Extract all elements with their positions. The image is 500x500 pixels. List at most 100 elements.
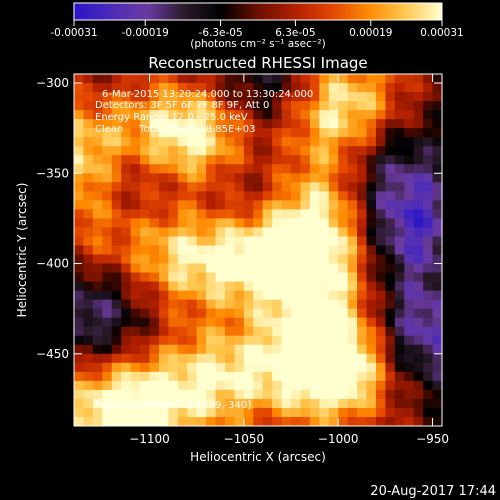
heatmap-cell bbox=[281, 335, 292, 346]
heatmap-cell bbox=[375, 407, 386, 418]
heatmap-cell bbox=[394, 173, 405, 183]
heatmap-cell bbox=[83, 407, 94, 418]
heatmap-cell bbox=[432, 146, 442, 156]
heatmap-cell bbox=[74, 380, 85, 391]
heatmap-cell bbox=[177, 146, 188, 156]
heatmap-cell bbox=[423, 128, 434, 138]
heatmap-cell bbox=[149, 146, 160, 156]
heatmap-cell bbox=[196, 317, 207, 328]
heatmap-cell bbox=[385, 344, 396, 355]
heatmap-cell bbox=[215, 416, 226, 426]
heatmap-cell bbox=[74, 344, 85, 355]
heatmap-cell bbox=[130, 281, 141, 292]
heatmap-cell bbox=[111, 164, 122, 174]
heatmap-cell bbox=[272, 308, 283, 319]
heatmap-cell bbox=[423, 362, 434, 373]
heatmap-cell bbox=[177, 83, 188, 93]
heatmap-cell bbox=[291, 254, 302, 265]
heatmap-cell bbox=[281, 110, 292, 120]
heatmap-cell bbox=[385, 299, 396, 310]
heatmap-cell bbox=[83, 416, 94, 426]
heatmap-cell bbox=[375, 128, 386, 138]
heatmap-cell bbox=[385, 110, 396, 120]
heatmap-cell bbox=[234, 317, 245, 328]
heatmap-cell bbox=[243, 191, 254, 201]
heatmap-cell bbox=[140, 308, 151, 319]
heatmap-cell bbox=[206, 254, 217, 265]
heatmap-cell bbox=[187, 92, 198, 102]
heatmap-cell bbox=[92, 209, 103, 220]
heatmap-cell bbox=[224, 209, 236, 220]
heatmap-cell bbox=[196, 371, 207, 382]
heatmap-cell bbox=[423, 299, 434, 310]
heatmap-cell bbox=[347, 344, 358, 355]
heatmap-cell bbox=[187, 335, 198, 346]
heatmap-cell bbox=[92, 299, 103, 310]
heatmap-cell bbox=[291, 398, 302, 409]
heatmap-cell bbox=[74, 362, 85, 373]
heatmap-cell bbox=[338, 371, 349, 382]
heatmap-cell bbox=[272, 218, 283, 229]
heatmap-cell bbox=[102, 182, 113, 192]
heatmap-cell bbox=[130, 371, 141, 382]
heatmap-cell bbox=[111, 299, 122, 310]
heatmap-cell bbox=[413, 83, 424, 93]
heatmap-cell bbox=[224, 380, 236, 391]
heatmap-cell bbox=[357, 416, 368, 426]
heatmap-cell bbox=[262, 209, 273, 220]
heatmap-cell bbox=[328, 191, 339, 201]
heatmap-cell bbox=[206, 272, 217, 283]
heatmap-cell bbox=[347, 380, 358, 391]
heatmap-cell bbox=[347, 398, 358, 409]
heatmap-cell bbox=[196, 191, 207, 201]
heatmap-cell bbox=[158, 110, 169, 120]
heatmap-cell bbox=[206, 137, 217, 147]
heatmap-cell bbox=[253, 344, 264, 355]
observation-annotation: 6-Mar-2015 13:20:24.000 to 13:30:24.000 … bbox=[95, 89, 313, 135]
heatmap-cell bbox=[300, 191, 311, 201]
heatmap-cell bbox=[243, 137, 254, 147]
heatmap-cell bbox=[92, 362, 103, 373]
heatmap-cell bbox=[281, 155, 292, 165]
heatmap-cell bbox=[423, 353, 434, 364]
heatmap-cell bbox=[140, 164, 151, 174]
heatmap-cell bbox=[281, 344, 292, 355]
heatmap-cell bbox=[234, 245, 245, 256]
heatmap-cell bbox=[394, 236, 405, 247]
heatmap-cell bbox=[243, 155, 254, 165]
heatmap-cell bbox=[328, 182, 339, 192]
heatmap-cell bbox=[206, 182, 217, 192]
heatmap-cell bbox=[130, 128, 141, 138]
heatmap-cell bbox=[404, 254, 415, 265]
heatmap-cell bbox=[234, 380, 245, 391]
heatmap-cell bbox=[281, 353, 292, 364]
heatmap-cell bbox=[262, 371, 273, 382]
heatmap-cell bbox=[206, 344, 217, 355]
heatmap-cell bbox=[243, 182, 254, 192]
heatmap-cell bbox=[262, 119, 273, 129]
heatmap-cell bbox=[281, 398, 292, 409]
heatmap-cell bbox=[158, 389, 169, 400]
heatmap-cell bbox=[234, 155, 245, 165]
heatmap-cell bbox=[196, 344, 207, 355]
heatmap-cell bbox=[262, 227, 273, 238]
heatmap-cell bbox=[272, 137, 283, 147]
y-tick-label: −350 bbox=[36, 166, 69, 180]
heatmap-cell bbox=[272, 191, 283, 201]
heatmap-cell bbox=[206, 101, 217, 111]
heatmap-cell bbox=[394, 209, 405, 220]
heatmap-cell bbox=[291, 137, 302, 147]
heatmap-cell bbox=[92, 128, 103, 138]
heatmap-cell bbox=[168, 416, 179, 426]
heatmap-cell bbox=[158, 416, 169, 426]
heatmap-cell bbox=[187, 344, 198, 355]
heatmap-cell bbox=[243, 263, 254, 274]
heatmap-cell bbox=[111, 272, 122, 283]
heatmap-cell bbox=[130, 299, 141, 310]
heatmap-cell bbox=[328, 407, 339, 418]
heatmap-cell bbox=[206, 281, 217, 292]
heatmap-cell bbox=[432, 380, 442, 391]
heatmap-cell bbox=[83, 389, 94, 400]
heatmap-cell bbox=[234, 335, 245, 346]
heatmap-cell bbox=[423, 101, 434, 111]
